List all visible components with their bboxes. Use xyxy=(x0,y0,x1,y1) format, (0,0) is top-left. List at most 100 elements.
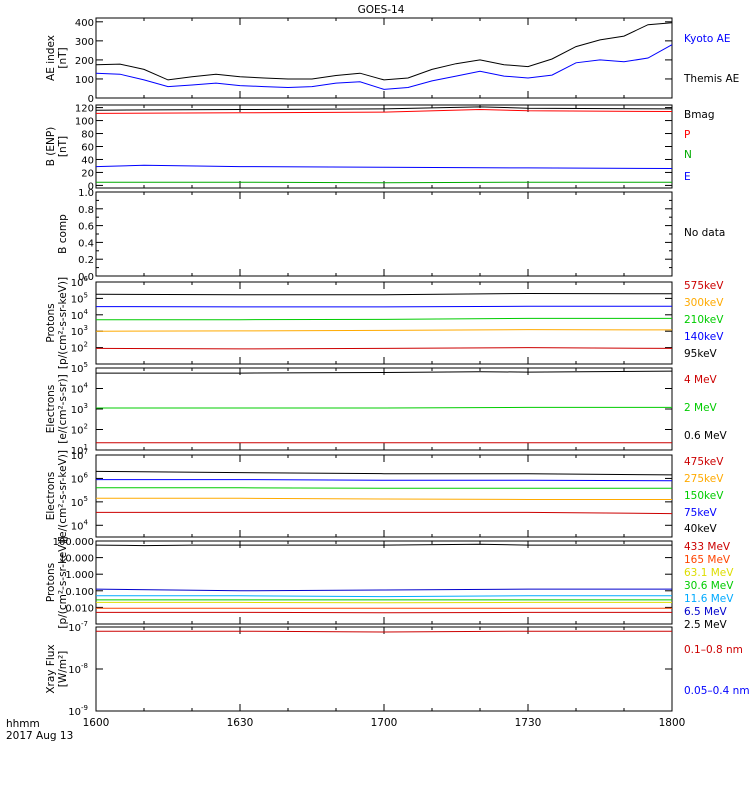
y-tick-label: 20 xyxy=(81,168,94,179)
series-0-1-0-8-nm xyxy=(96,630,672,633)
panel-bcomp: 0.0 0.2 0.4 0.6 0.8 1.0 B comp No data xyxy=(57,188,725,283)
series-140kev xyxy=(95,305,672,308)
series-2-5-mev xyxy=(95,543,672,547)
series-475kev xyxy=(96,511,673,515)
y-tick-label: 400 xyxy=(75,18,94,29)
legend-entry: 11.6 MeV xyxy=(684,593,734,605)
legend-entry: No data xyxy=(684,227,725,239)
y-axis-label: [p/(cm²-s-sr-keV)] xyxy=(57,277,69,369)
x-tick-label: 1630 xyxy=(227,717,254,729)
legend-entry: P xyxy=(684,129,690,141)
y-axis-label: Protons xyxy=(45,563,57,602)
panel-protons_mev: 0.010 0.100 1.000 10.000 100.000 Protons [p/(c… xyxy=(45,536,734,631)
x-axis-label-line2: 2017 Aug 13 xyxy=(6,730,73,742)
y-tick-label: 200 xyxy=(75,56,94,67)
legend-entry: 0.05–0.4 nm xyxy=(684,685,750,697)
y-tick-label: 120 xyxy=(75,104,94,115)
legend-entry: 140keV xyxy=(684,331,724,343)
legend-entry: 2.5 MeV xyxy=(684,619,728,631)
series-0-6-mev xyxy=(96,370,673,374)
series-6-5-mev xyxy=(95,588,672,592)
y-tick-label: 1.0 xyxy=(78,188,94,199)
y-tick-label: 100.000 xyxy=(53,537,94,548)
legend-entry: 165 MeV xyxy=(684,554,731,566)
y-axis-label: AE index xyxy=(45,35,57,81)
y-tick-label: 10.000 xyxy=(59,554,94,565)
y-tick-label: 0 xyxy=(88,181,94,192)
x-tick-label: 1800 xyxy=(659,717,686,729)
y-tick-label: 0.4 xyxy=(78,238,94,249)
legend-entry: 575keV xyxy=(684,280,724,292)
y-axis-label: Electrons xyxy=(45,472,57,521)
legend-entry: 4 MeV xyxy=(684,374,718,386)
series-75kev xyxy=(96,479,673,482)
series-themis-ae xyxy=(95,22,673,81)
y-axis-label: B comp xyxy=(57,214,69,254)
y-tick-label: 100 xyxy=(75,75,94,86)
legend-entry: 0.6 MeV xyxy=(684,430,728,442)
panel-ae: 0 100 200 300 400 AE index [nT] Kyoto AE Themis … xyxy=(45,17,739,105)
series-p xyxy=(95,108,673,114)
y-axis-label: [e/(cm²-s-sr-keV)] xyxy=(57,450,69,542)
y-tick-label: 0.6 xyxy=(78,222,94,233)
series-2-mev xyxy=(96,406,672,409)
y-tick-label: 0.010 xyxy=(65,603,94,614)
y-tick-label: 0.100 xyxy=(65,587,94,598)
y-tick-label: 80 xyxy=(81,130,94,141)
y-axis-label: [W/m²] xyxy=(57,651,69,688)
y-tick-label: 1.000 xyxy=(65,570,94,581)
legend-entry: 75keV xyxy=(684,507,718,519)
series-300kev xyxy=(95,329,673,332)
y-tick-label: 300 xyxy=(75,37,94,48)
y-tick-label: 40 xyxy=(81,155,94,166)
y-axis-label: [p/(cm²-s-sr-keV)] xyxy=(57,536,69,628)
legend-entry: 63.1 MeV xyxy=(684,567,734,579)
y-axis-label: Protons xyxy=(45,303,57,342)
legend-entry: 2 MeV xyxy=(684,402,718,414)
series-95kev xyxy=(95,292,673,296)
series-575kev xyxy=(95,347,673,350)
y-axis-label: B (ENP) xyxy=(45,127,57,167)
y-tick-label: 0.0 xyxy=(78,272,94,283)
legend-entry: 475keV xyxy=(684,456,724,468)
legend-entry: 275keV xyxy=(684,473,724,485)
legend-entry: 30.6 MeV xyxy=(684,580,734,592)
y-tick-label: 60 xyxy=(81,143,94,154)
series-40kev xyxy=(95,470,673,476)
y-tick-label: 0 xyxy=(88,94,94,105)
series-kyoto-ae xyxy=(95,44,673,90)
legend-entry: 300keV xyxy=(684,297,724,309)
y-axis-label: [e/(cm²-s-sr)] xyxy=(57,374,69,443)
legend-entry: 150keV xyxy=(684,490,724,502)
y-axis-label: Electrons xyxy=(45,385,57,434)
legend-entry: 0.1–0.8 nm xyxy=(684,644,743,656)
legend-entry: Themis AE xyxy=(683,73,739,85)
y-tick-label: 0.8 xyxy=(78,205,94,216)
legend-entry: E xyxy=(684,171,691,183)
y-axis-label: [nT] xyxy=(57,47,69,68)
series-11-6-mev xyxy=(96,595,672,598)
legend-entry: Bmag xyxy=(684,109,715,121)
legend-entry: 6.5 MeV xyxy=(684,606,728,618)
x-tick-label: 1700 xyxy=(371,717,398,729)
y-tick-label: 100 xyxy=(75,117,94,128)
series-150kev xyxy=(96,487,672,489)
series-275kev xyxy=(96,497,672,500)
x-tick-label: 1730 xyxy=(515,717,542,729)
legend-entry: 433 MeV xyxy=(684,541,731,553)
legend-entry: 40keV xyxy=(684,523,718,535)
series-bmag xyxy=(95,106,673,111)
y-axis-label: [nT] xyxy=(57,136,69,157)
series-e xyxy=(95,164,673,169)
y-axis-label: Xray Flux xyxy=(45,644,57,693)
legend-entry: 210keV xyxy=(684,314,724,326)
legend-entry: Kyoto AE xyxy=(684,33,730,45)
x-axis-label-line1: hhmm xyxy=(6,718,40,730)
series-210kev xyxy=(96,317,672,321)
legend-entry: N xyxy=(684,149,692,161)
